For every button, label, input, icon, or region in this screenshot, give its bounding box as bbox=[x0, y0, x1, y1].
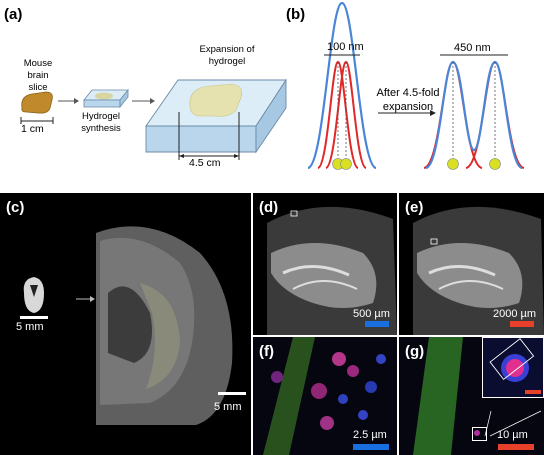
panel-f-fluorescence-render bbox=[263, 337, 386, 455]
panel-g-fluorescence-render bbox=[413, 337, 542, 455]
panel-g-inset-render bbox=[489, 338, 535, 382]
panel-g-scale-label: 10 µm bbox=[497, 429, 528, 441]
after-dot-right bbox=[489, 158, 501, 170]
panel-d-scalebar bbox=[365, 321, 389, 327]
expansion-arrow bbox=[430, 110, 436, 116]
panel-f-scale-label: 2.5 µm bbox=[353, 429, 387, 441]
panel-c-small-scalebar bbox=[20, 316, 48, 319]
panel-c-small-scale-label: 5 mm bbox=[16, 321, 44, 333]
big-hydrogel-slice bbox=[189, 83, 243, 117]
panel-d-image: (d) 500 µm bbox=[253, 193, 397, 335]
after-dot-left bbox=[447, 158, 459, 170]
panel-f-scalebar bbox=[353, 444, 389, 450]
after-blue-curve bbox=[425, 60, 523, 170]
panel-a-diagram bbox=[20, 78, 287, 160]
small-hydrogel-slice bbox=[95, 92, 113, 100]
panel-a-letter: (a) bbox=[4, 6, 23, 23]
before-distance-label: 100 nm bbox=[327, 41, 364, 53]
panel-g-inset bbox=[482, 337, 544, 398]
panel-e-scalebar bbox=[510, 321, 534, 327]
panel-g-image: (g) 10 µm bbox=[399, 337, 544, 455]
panel-b-diagram bbox=[307, 1, 525, 170]
arrow-2 bbox=[150, 98, 155, 104]
panel-d-hippocampus-render bbox=[267, 206, 397, 335]
panel-g-letter: (g) bbox=[405, 343, 425, 360]
expanded-scale-label: 4.5 cm bbox=[189, 157, 221, 169]
panel-b-letter: (b) bbox=[286, 6, 306, 23]
panel-g-scalebar bbox=[498, 444, 534, 450]
brain-slice-shape bbox=[21, 91, 53, 114]
before-blue-curve bbox=[307, 1, 377, 170]
panel-f-letter: (f) bbox=[259, 343, 274, 360]
panel-c-brain-render bbox=[23, 226, 233, 425]
slice-label: Mouse brain slice bbox=[23, 58, 53, 93]
synthesis-label: Hydrogel synthesis bbox=[81, 111, 121, 134]
panel-f-image: (f) 2.5 µm bbox=[253, 337, 397, 455]
panel-g-inset-scalebar bbox=[525, 390, 541, 394]
panel-c-large-scale-label: 5 mm bbox=[214, 401, 242, 413]
panel-e-hippocampus-render bbox=[413, 206, 544, 335]
panel-c-image: (c) 5 mm 5 mm bbox=[0, 193, 251, 455]
panel-c-letter: (c) bbox=[6, 199, 25, 216]
panel-e-letter: (e) bbox=[405, 199, 424, 216]
panel-e-scale-label: 2000 µm bbox=[493, 308, 537, 320]
panel-d-scale-label: 500 µm bbox=[353, 308, 390, 320]
panel-d-letter: (d) bbox=[259, 199, 279, 216]
after-distance-label: 450 nm bbox=[454, 42, 491, 54]
expansion-arrow-label: After 4.5-fold expansion bbox=[376, 87, 440, 113]
panel-e-image: (e) 2000 µm bbox=[399, 193, 544, 335]
panel-c-large-scalebar bbox=[218, 392, 246, 395]
before-dot-right bbox=[340, 158, 352, 170]
slice-scale-label: 1 cm bbox=[21, 123, 44, 135]
arrow-1 bbox=[74, 98, 79, 104]
expansion-label: Expansion of hydrogel bbox=[199, 44, 255, 67]
panel-g-roi-box bbox=[472, 427, 487, 441]
